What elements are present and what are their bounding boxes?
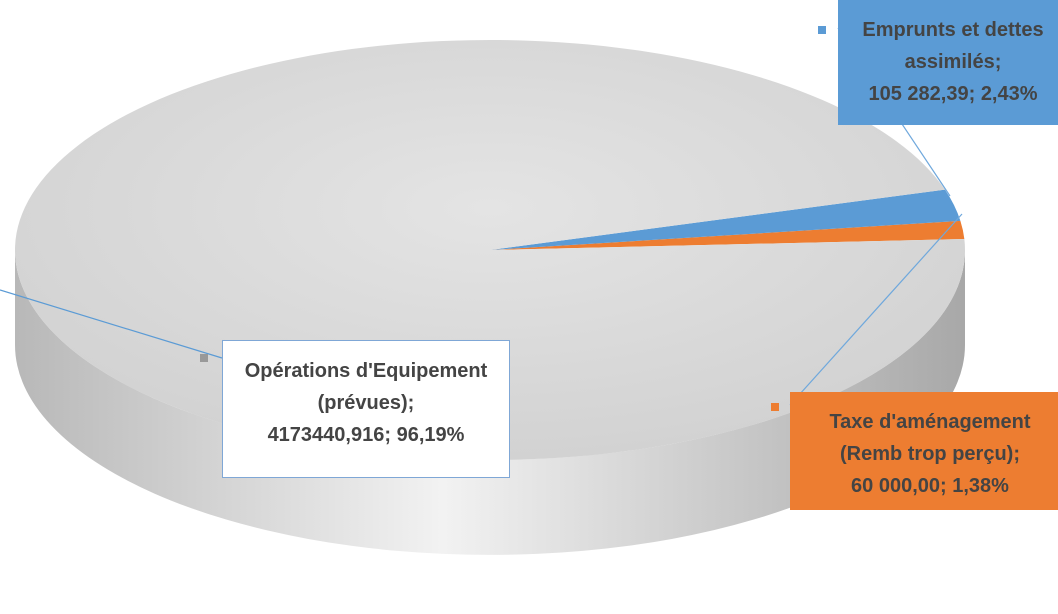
pie-side	[15, 250, 965, 555]
pie-slice	[490, 189, 961, 250]
legend-key	[818, 26, 826, 34]
label-value: 4173440,916	[267, 424, 385, 446]
label-category: Taxe d'aménagement (Remb trop perçu)	[829, 411, 1031, 465]
label-value: 60 000,00	[851, 475, 941, 497]
label-separator: ;	[940, 475, 947, 497]
label-value: 105 282,39	[868, 83, 969, 105]
label-separator: ;	[968, 83, 976, 105]
legend-key	[200, 354, 208, 362]
label-separator: ;	[384, 424, 392, 446]
label-percent: 2,43%	[980, 83, 1038, 105]
data-label: Taxe d'aménagement (Remb trop perçu); 60 …	[790, 392, 1058, 510]
data-label: Emprunts et dettes assimilés; 105 282,39;…	[838, 0, 1058, 125]
label-separator: ;	[407, 392, 415, 414]
label-separator: ;	[994, 51, 1002, 73]
label-category: Opérations d'Equipement (prévues)	[244, 360, 488, 414]
data-label: Opérations d'Equipement (prévues); 417344…	[222, 340, 510, 478]
label-category: Emprunts et dettes assimilés	[862, 19, 1044, 73]
legend-key	[771, 403, 779, 411]
label-percent: 1,38%	[952, 475, 1009, 497]
label-percent: 96,19%	[396, 424, 465, 446]
pie-slice	[490, 220, 965, 250]
label-separator: ;	[1013, 443, 1020, 465]
leader-line	[0, 289, 223, 359]
leader-line	[789, 213, 963, 406]
